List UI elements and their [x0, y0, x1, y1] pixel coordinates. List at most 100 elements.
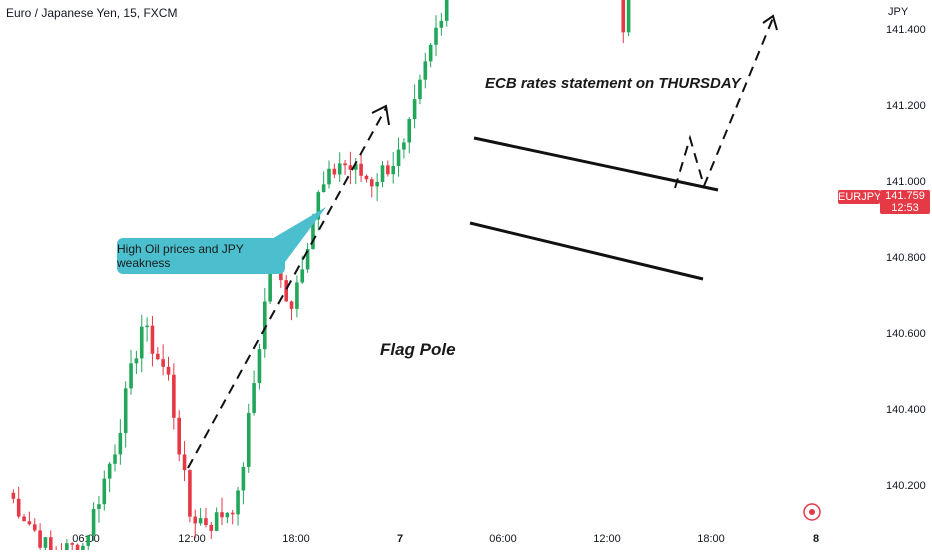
candle-body: [353, 163, 358, 170]
candle-body: [311, 219, 315, 250]
flag-lower-trendline: [469, 221, 704, 281]
candle-body: [97, 504, 101, 509]
candle-body: [407, 119, 412, 143]
candle-body: [246, 412, 251, 467]
candle-body: [252, 383, 256, 413]
time-tick-label: 06:00: [489, 533, 517, 545]
candle-body: [364, 175, 369, 180]
time-tick-label: 12:00: [178, 533, 206, 545]
candle-body: [166, 366, 171, 375]
candle-body: [348, 165, 353, 170]
candle-body: [134, 358, 139, 364]
candle-body: [188, 470, 192, 517]
candle-body: [418, 79, 422, 100]
price-tag-value: 141.759: [885, 190, 925, 202]
candle-body: [156, 353, 160, 360]
candle-body: [316, 192, 321, 220]
candle-body: [444, 0, 449, 21]
candle-body: [621, 0, 626, 33]
price-tag: 141.759 12:53: [880, 190, 930, 214]
candle-body: [182, 454, 187, 471]
candle-body: [284, 280, 288, 302]
candle-body: [11, 492, 16, 499]
candle-body: [198, 518, 203, 524]
candle-body: [204, 518, 208, 525]
candle-body: [107, 463, 112, 479]
candle-body: [177, 417, 181, 455]
candle-body: [209, 524, 214, 531]
chart-title: Euro / Japanese Yen, 15, FXCM: [6, 6, 178, 20]
candle-body: [38, 530, 42, 548]
callout-text: High Oil prices and JPY weakness: [117, 242, 244, 270]
candle-body: [626, 0, 631, 33]
candle-body: [49, 537, 53, 552]
candle-body: [75, 544, 80, 555]
time-tick-label: 18:00: [282, 533, 310, 545]
candle-body: [102, 478, 107, 505]
candle-body: [428, 44, 433, 62]
candle-body: [337, 163, 342, 175]
target-icon: [803, 503, 821, 521]
candle-body: [391, 165, 395, 175]
candle-body: [193, 516, 198, 524]
candle-body: [434, 27, 438, 45]
price-tick-label: 140.800: [886, 252, 926, 264]
candle-body: [380, 165, 385, 182]
candle-body: [172, 374, 176, 418]
time-tick-label: 06:00: [72, 533, 100, 545]
time-tick-label: 7: [397, 533, 403, 545]
candle-body: [305, 249, 310, 270]
candle-body: [439, 20, 444, 28]
flagpole-annotation: Flag Pole: [380, 340, 456, 359]
price-tick-label: 140.600: [886, 328, 926, 340]
candle-body: [32, 524, 37, 531]
candle-body: [123, 388, 128, 433]
candle-body: [91, 508, 96, 536]
time-tick-label: 8: [813, 533, 819, 545]
candle-body: [268, 266, 272, 302]
candle-body: [343, 163, 347, 166]
candle-body: [241, 466, 246, 491]
target-icon-dot: [809, 509, 815, 515]
price-axis-unit: JPY: [888, 6, 909, 18]
price-tag-countdown: 12:53: [891, 202, 919, 214]
price-tick-label: 140.400: [886, 404, 926, 416]
candle-body: [375, 181, 379, 187]
candle-body: [295, 282, 299, 309]
candle-body: [359, 163, 363, 176]
candle-body: [370, 179, 374, 187]
candle-body: [263, 301, 267, 350]
candle-body: [230, 512, 235, 515]
candle-body: [332, 168, 337, 175]
ecb-annotation: ECB rates statement on THURSDAY: [485, 75, 743, 92]
candle-body: [145, 325, 149, 328]
breakout-projection: [674, 17, 774, 190]
candle-body: [81, 545, 85, 555]
time-tick-label: 18:00: [697, 533, 725, 545]
candle-body: [257, 349, 262, 384]
candle-body: [161, 359, 165, 367]
symbol-tag: EURJPY: [838, 190, 882, 204]
candle-body: [70, 543, 74, 545]
candle-body: [423, 61, 428, 80]
candle-body: [118, 432, 123, 455]
candle-body: [402, 142, 406, 150]
price-tick-label: 141.000: [886, 176, 926, 188]
arrow-head-icon: [762, 14, 778, 31]
price-tick-label: 141.200: [886, 100, 926, 112]
candle-body: [86, 535, 91, 546]
price-tick-label: 140.200: [886, 480, 926, 492]
candle-body: [321, 184, 326, 193]
candle-body: [220, 512, 224, 518]
candle-body: [16, 498, 21, 517]
arrow-head-icon: [371, 104, 390, 126]
oil-callout[interactable]: High Oil prices and JPY weakness: [117, 238, 285, 274]
candle-body: [225, 512, 230, 518]
candle-body: [139, 326, 144, 359]
time-tick-label: 12:00: [593, 533, 621, 545]
candle-body: [129, 363, 133, 389]
candle-body: [43, 537, 48, 548]
candle-body: [27, 521, 32, 525]
